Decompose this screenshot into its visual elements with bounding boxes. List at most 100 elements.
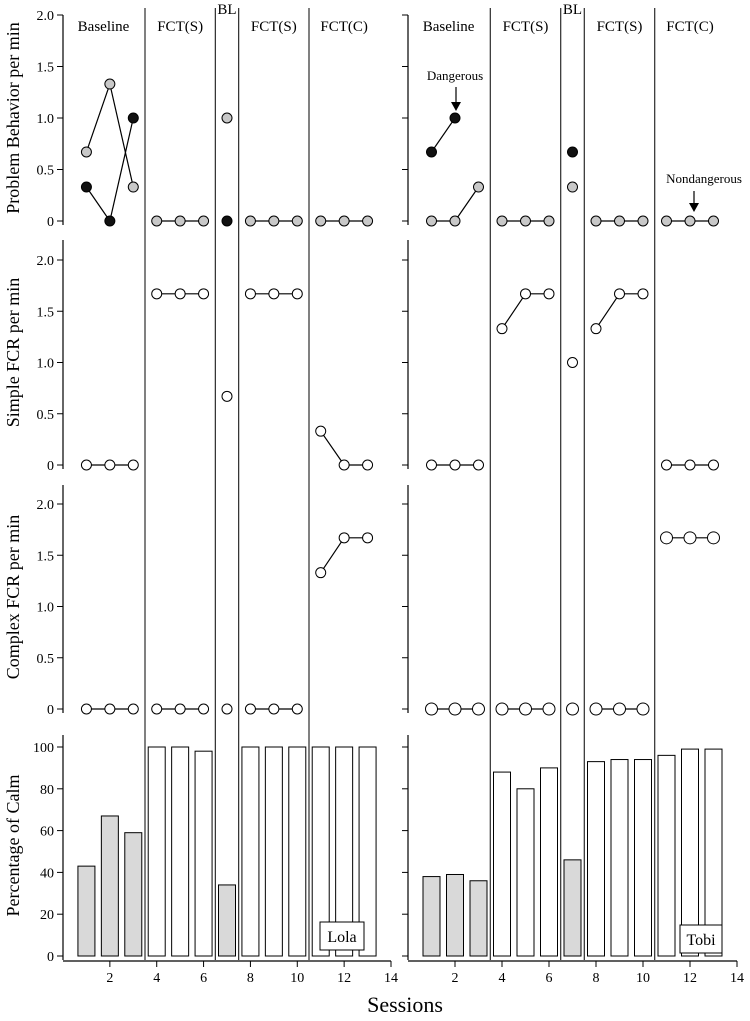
data-point: [80, 703, 92, 715]
data-point: [104, 215, 116, 227]
data-point: [104, 459, 116, 471]
y-axis-title: Problem Behavior per min: [3, 22, 23, 213]
bar: [563, 859, 582, 957]
y-tick-label: 0.5: [37, 164, 55, 179]
data-point: [519, 702, 532, 716]
data-point: [589, 702, 603, 716]
data-point: [473, 459, 484, 471]
participant-label-box: [319, 921, 365, 951]
data-point: [520, 288, 531, 300]
data-point: [268, 215, 280, 227]
y-tick-label: 1.5: [37, 305, 55, 320]
data-point: [291, 215, 303, 227]
y-tick-label: 1.0: [37, 357, 55, 372]
x-tick-label: 8: [593, 971, 600, 986]
data-point: [708, 459, 719, 471]
x-tick-label: 4: [153, 971, 160, 986]
data-point: [613, 702, 626, 716]
panel-4: 0 20 40 60 80 100 Percentage of Calm: [3, 735, 377, 965]
y-tick-label: 0: [47, 459, 54, 474]
phase-label: FCT(S): [503, 19, 549, 35]
data-point: [426, 215, 437, 227]
bar: [446, 873, 464, 957]
data-point: [198, 703, 210, 715]
data-point: [244, 288, 256, 300]
participant-label: Tobi: [686, 932, 716, 949]
data-point: [660, 531, 673, 545]
data-point: [449, 459, 461, 471]
data-point: [542, 702, 556, 716]
panel-3: [402, 485, 720, 716]
y-tick-label: 1.0: [37, 601, 55, 616]
bar: [288, 746, 307, 957]
bar: [194, 750, 213, 957]
data-point: [684, 459, 696, 471]
y-tick-label: 100: [33, 741, 54, 756]
data-point: [151, 703, 163, 715]
data-point: [127, 181, 139, 193]
x-axis: 2 4 6 8 10 12 14: [63, 960, 398, 986]
phase-label: Baseline: [423, 19, 475, 35]
data-point: [221, 390, 233, 402]
x-tick-label: 2: [106, 971, 113, 986]
phase-label: FCT(C): [666, 19, 714, 35]
data-point: [104, 703, 116, 715]
data-point: [684, 215, 696, 227]
data-point: [362, 532, 374, 544]
phase-label: FCT(S): [597, 19, 643, 35]
data-point: [80, 459, 92, 471]
bar: [241, 746, 260, 957]
panel-1: [402, 14, 719, 227]
bar: [124, 832, 143, 957]
y-tick-label: 0: [47, 215, 54, 230]
chart-lola: Baseline FCT(S) BL FCT(S) FCT(C) 0 0.5 1.0 1.5 2.…: [3, 2, 398, 986]
data-point: [221, 215, 233, 227]
y-tick-label: 20: [40, 908, 54, 923]
data-point: [448, 702, 462, 716]
data-point: [567, 181, 578, 193]
data-point: [496, 215, 508, 227]
bar: [311, 746, 330, 957]
series-white: [425, 531, 720, 716]
x-axis: 2 4 6 8 10 12 14: [408, 960, 744, 986]
y-tick-label: 2.0: [37, 9, 55, 24]
bar: [218, 884, 236, 957]
phase-label: BL: [563, 2, 582, 18]
data-point: [473, 181, 484, 193]
y-tick-label: 2.0: [37, 498, 55, 513]
data-point: [567, 357, 578, 368]
y-tick-label: 60: [40, 825, 54, 840]
series-line: [431, 117, 456, 153]
panel-1: 0 0.5 1.0 1.5 2.0 Problem Behavior per min: [3, 9, 374, 230]
series-black: [80, 112, 233, 227]
y-tick-label: 0.5: [37, 408, 55, 423]
data-point: [637, 215, 649, 227]
x-tick-label: 2: [452, 971, 459, 986]
data-point: [567, 146, 578, 158]
x-tick-label: 12: [683, 971, 697, 986]
series-line: [85, 117, 134, 223]
bar: [540, 767, 558, 957]
series-grey: [426, 181, 719, 227]
bar: [358, 746, 377, 957]
data-point: [268, 703, 280, 715]
data-point: [683, 531, 697, 545]
data-point: [127, 112, 139, 124]
phase-label: Baseline: [78, 19, 130, 35]
data-point: [520, 215, 531, 227]
annotation-arrow-head: [451, 102, 461, 111]
data-point: [338, 215, 350, 227]
bar: [171, 746, 190, 957]
bar: [634, 759, 652, 957]
annotation-arrow-head: [689, 203, 699, 212]
data-point: [590, 215, 602, 227]
annotation-label: Nondangerous: [666, 171, 742, 186]
participant-label-box: [679, 924, 723, 954]
data-point: [566, 702, 579, 716]
x-tick-label: 14: [384, 971, 398, 986]
y-tick-label: 2.0: [37, 254, 55, 269]
data-point: [174, 288, 186, 300]
data-point: [362, 215, 374, 227]
data-point: [221, 112, 233, 124]
